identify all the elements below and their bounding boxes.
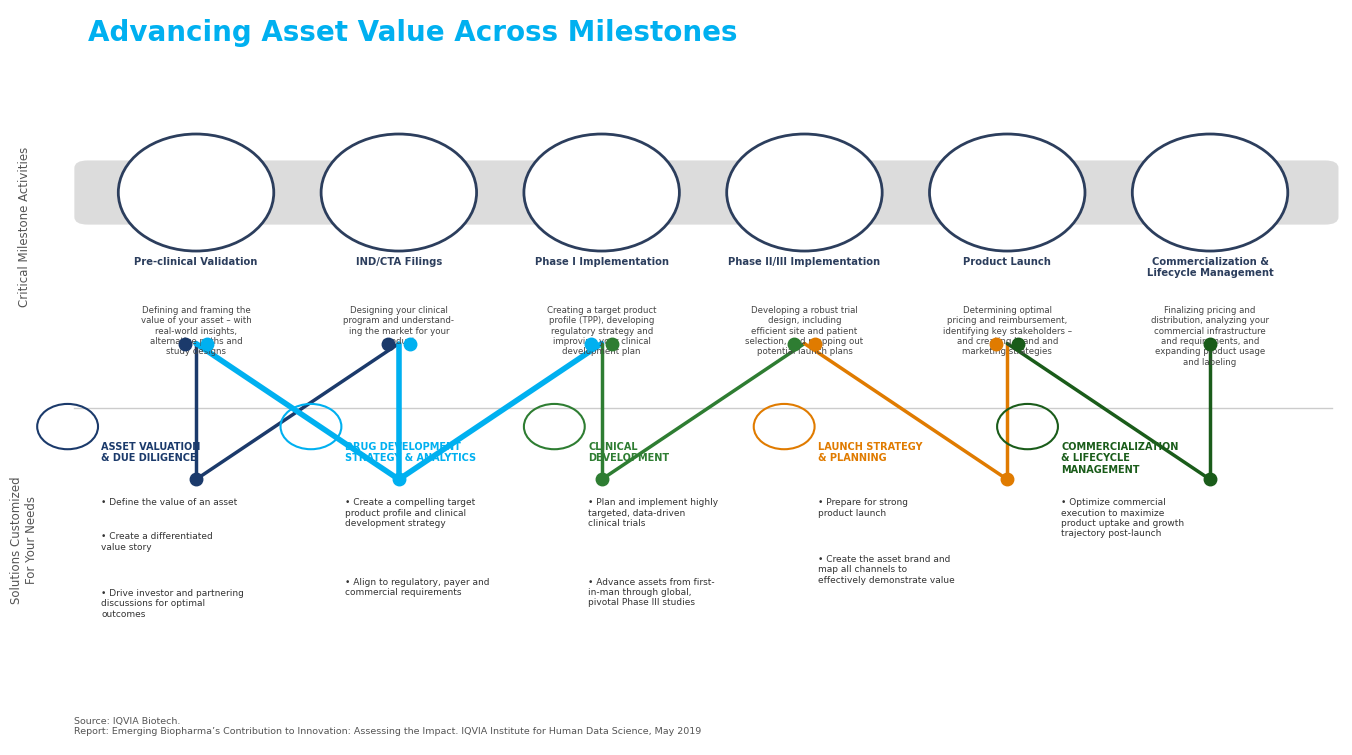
Text: • Create a differentiated
value story: • Create a differentiated value story [101, 532, 214, 552]
Text: Product Launch: Product Launch [964, 257, 1051, 267]
Text: Creating a target product
profile (TPP), developing
regulatory strategy and
impr: Creating a target product profile (TPP),… [548, 306, 656, 356]
Text: Determining optimal
pricing and reimbursement,
identifying key stakeholders –
an: Determining optimal pricing and reimburs… [942, 306, 1072, 356]
Text: • Optimize commercial
execution to maximize
product uptake and growth
trajectory: • Optimize commercial execution to maxim… [1061, 498, 1184, 538]
Text: Developing a robust trial
design, including
efficient site and patient
selection: Developing a robust trial design, includ… [745, 306, 864, 356]
Text: • Drive investor and partnering
discussions for optimal
outcomes: • Drive investor and partnering discussi… [101, 589, 245, 618]
Text: Commercialization &
Lifecycle Management: Commercialization & Lifecycle Management [1146, 257, 1274, 279]
FancyBboxPatch shape [74, 161, 1338, 225]
Ellipse shape [726, 134, 882, 251]
Text: Pre-clinical Validation: Pre-clinical Validation [134, 257, 258, 267]
Text: CLINICAL
DEVELOPMENT: CLINICAL DEVELOPMENT [588, 442, 669, 464]
Text: Advancing Asset Value Across Milestones: Advancing Asset Value Across Milestones [88, 19, 737, 47]
Ellipse shape [523, 134, 679, 251]
Text: Phase I Implementation: Phase I Implementation [534, 257, 669, 267]
Text: Solutions Customized
For Your Needs: Solutions Customized For Your Needs [11, 476, 38, 604]
Text: • Create a compelling target
product profile and clinical
development strategy: • Create a compelling target product pro… [345, 498, 475, 528]
Text: • Align to regulatory, payer and
commercial requirements: • Align to regulatory, payer and commerc… [345, 578, 489, 597]
Text: Source: IQVIA Biotech.
Report: Emerging Biopharma’s Contribution to Innovation: : Source: IQVIA Biotech. Report: Emerging … [74, 716, 702, 736]
Ellipse shape [930, 134, 1084, 251]
Text: Phase II/III Implementation: Phase II/III Implementation [729, 257, 880, 267]
Text: • Plan and implement highly
targeted, data-driven
clinical trials: • Plan and implement highly targeted, da… [588, 498, 718, 528]
Text: • Define the value of an asset: • Define the value of an asset [101, 498, 238, 507]
Ellipse shape [1132, 134, 1287, 251]
Ellipse shape [118, 134, 273, 251]
Text: COMMERCIALIZATION
& LIFECYCLE
MANAGEMENT: COMMERCIALIZATION & LIFECYCLE MANAGEMENT [1061, 442, 1179, 475]
Text: Critical Milestone Activities: Critical Milestone Activities [18, 146, 31, 307]
Text: LAUNCH STRATEGY
& PLANNING: LAUNCH STRATEGY & PLANNING [818, 442, 922, 464]
Text: Defining and framing the
value of your asset – with
real-world insights,
alterna: Defining and framing the value of your a… [141, 306, 251, 356]
Text: Finalizing pricing and
distribution, analyzing your
commercial infrastructure
an: Finalizing pricing and distribution, ana… [1151, 306, 1270, 367]
Text: • Advance assets from first-
in-man through global,
pivotal Phase III studies: • Advance assets from first- in-man thro… [588, 578, 715, 607]
Text: • Prepare for strong
product launch: • Prepare for strong product launch [818, 498, 909, 518]
Text: ASSET VALUATION
& DUE DILIGENCE: ASSET VALUATION & DUE DILIGENCE [101, 442, 201, 464]
Text: Designing your clinical
program and understand-
ing the market for your
product: Designing your clinical program and unde… [343, 306, 454, 346]
Ellipse shape [320, 134, 476, 251]
Text: IND/CTA Filings: IND/CTA Filings [356, 257, 442, 267]
Text: • Create the asset brand and
map all channels to
effectively demonstrate value: • Create the asset brand and map all cha… [818, 555, 955, 584]
Text: DRUG DEVELOPMENT
STRATEGY & ANALYTICS: DRUG DEVELOPMENT STRATEGY & ANALYTICS [345, 442, 476, 464]
